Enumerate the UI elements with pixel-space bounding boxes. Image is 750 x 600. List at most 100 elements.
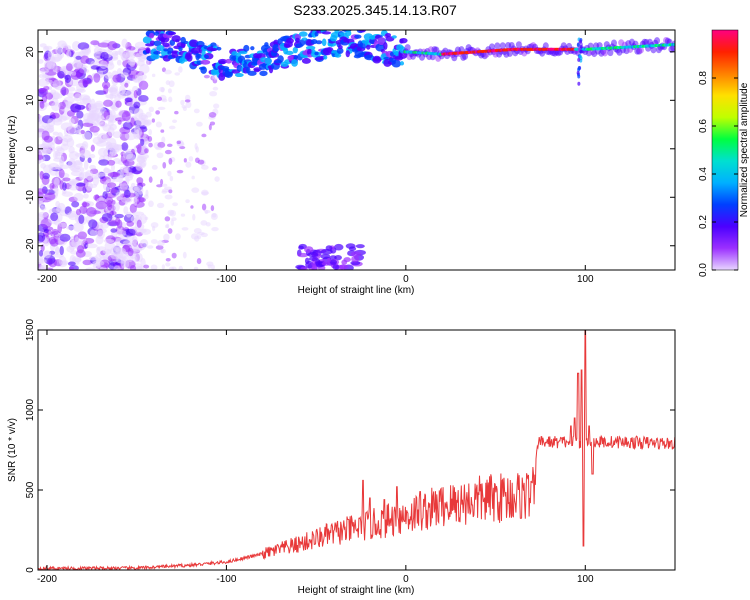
spectrogram-cell [168, 157, 173, 165]
spectrogram-cell [212, 86, 219, 91]
spectrogram-cell [153, 40, 162, 47]
spectrogram-cell [140, 138, 145, 147]
spectrogram-cell [579, 39, 583, 44]
spectrogram-cell [162, 42, 170, 48]
spectrogram-cell [293, 55, 298, 60]
spectrogram-cell [135, 266, 145, 270]
spectrogram-cell [148, 128, 153, 136]
spectrogram-cell [167, 228, 173, 234]
spectrogram-cell [250, 46, 255, 51]
spectrogram-cell [50, 212, 59, 222]
spectrogram-cell [133, 107, 144, 118]
spectrogram-cell [146, 245, 154, 249]
spectrogram-cell [38, 211, 49, 218]
spectrogram-cell [58, 255, 67, 266]
spectrogram-cell [165, 257, 171, 262]
spectrogram-cell [116, 59, 122, 66]
spectrogram-cell [114, 213, 124, 219]
spectrogram-cell [637, 46, 644, 54]
spectrogram-cell [80, 55, 90, 64]
spectrogram-cell [95, 172, 107, 177]
spectrogram-cell [161, 264, 165, 270]
spectrogram-cell [54, 177, 60, 187]
spectrogram-cell [138, 197, 146, 203]
spectrogram-cell [193, 108, 200, 114]
spectrogram-cell [307, 252, 319, 258]
spectrogram-cell [52, 79, 61, 90]
snr-ytick-label: 1500 [25, 318, 36, 341]
spectrogram-cell [148, 106, 155, 113]
spectrogram-cell [127, 58, 136, 66]
spectrogram-cell [193, 266, 199, 270]
spectrogram-cell [38, 232, 46, 242]
spectrogram-cell [115, 100, 122, 108]
spectrogram-cell [65, 63, 73, 72]
spectrogram-cell [96, 246, 101, 255]
spectrogram-cell [125, 89, 136, 99]
spectrogram-cell [208, 112, 217, 118]
spectrogram-cell [196, 257, 202, 265]
spectrogram-cell [148, 200, 154, 208]
spectrogram-cell [168, 266, 175, 270]
spectrogram-cell [178, 265, 184, 270]
spectrogram-cell [338, 32, 348, 36]
spectrogram-cell [211, 213, 217, 218]
spectrogram-cell [56, 147, 65, 154]
spectrogram-cell [399, 61, 405, 66]
spectrogram-cell [205, 222, 211, 227]
spectrogram-cell [82, 259, 92, 266]
spectrogram-cell [213, 103, 220, 109]
spectrogram-cell [38, 266, 46, 270]
spectrogram-cell [77, 245, 84, 254]
spectrogram-cell [38, 73, 49, 79]
spectrogram-cell [190, 205, 194, 209]
spectrogram-cell [305, 45, 316, 50]
spectrogram-cell [200, 59, 211, 65]
spectrogram-cell [76, 182, 86, 187]
spectrogram-cell [38, 131, 43, 138]
spectrogram-cell [80, 129, 85, 135]
spectrogram-cell [88, 219, 98, 229]
spectrogram-cell [90, 40, 100, 46]
spectrogram-cell [136, 127, 142, 138]
spectrogram-cell [102, 248, 112, 255]
spectrogram-cell [68, 146, 75, 154]
spectrogram-cell [114, 50, 122, 55]
spectrogram-cell [42, 172, 50, 180]
spectrogram-cell [78, 214, 85, 224]
spectrogram-cell [515, 41, 522, 49]
spectrogram-cell [70, 103, 82, 113]
spectrogram-cell [81, 141, 89, 150]
spectrogram-cell [148, 142, 153, 148]
spectrogram-cell [155, 146, 163, 151]
spectrogram-cell [132, 211, 145, 216]
spectrogram-cell [78, 171, 85, 180]
spectrogram-cell [112, 131, 122, 139]
spectrogram-cell [61, 191, 74, 197]
spectrogram-cell [164, 216, 171, 222]
spectrogram-cell [216, 46, 222, 51]
spectrogram-cell [89, 164, 96, 170]
spectrogram-cell [185, 101, 192, 109]
snr-ytick-label: 500 [25, 481, 36, 498]
spectrogram-cell [52, 131, 59, 136]
spectrogram-cell [136, 219, 142, 228]
spectrogram-cell [59, 222, 67, 228]
spectrogram-cell [345, 50, 350, 58]
spectrogram-cell [107, 159, 116, 166]
spectrogram-cell [109, 59, 114, 66]
spectrogram-cell [139, 64, 150, 74]
spectrogram-cell [97, 42, 110, 48]
spectrogram-cell [137, 143, 142, 154]
spectrogram-cell [391, 35, 397, 39]
spectrogram-cell [43, 250, 52, 259]
spectrogram-cell [92, 176, 100, 186]
spectrogram-cell [195, 121, 203, 127]
spectrogram-cell [74, 124, 82, 134]
chart-title: S233.2025.345.14.13.R07 [293, 2, 457, 18]
spectrogram-cell [122, 240, 134, 246]
spectrogram-cell [62, 182, 67, 191]
colorbar-tick-label: 0.0 [698, 263, 709, 277]
spectrogram-cell [69, 185, 79, 191]
